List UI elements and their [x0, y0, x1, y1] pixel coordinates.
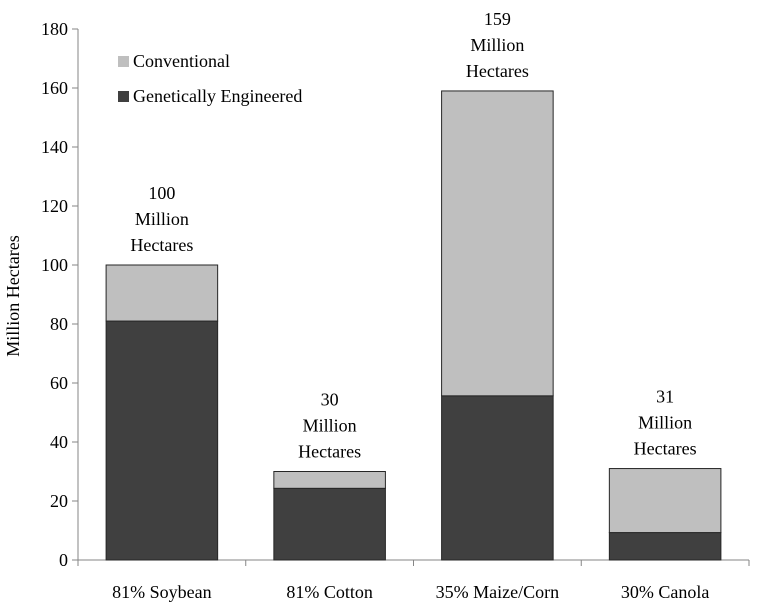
bar-segment-genetically-engineered [608, 532, 722, 561]
y-tick-label: 40 [50, 432, 68, 452]
bar-segment-conventional [441, 90, 554, 397]
bar-total-label: Hectares [298, 442, 361, 462]
bar-total-label: Million [638, 413, 692, 433]
y-tick-label: 140 [41, 137, 68, 157]
bar-segment-conventional [608, 468, 722, 534]
y-tick-label: 180 [41, 19, 68, 39]
legend-label: Conventional [133, 51, 230, 71]
x-category-label: 81% Cotton [286, 582, 373, 602]
bar-segment-genetically-engineered [105, 320, 219, 561]
bar-segment-genetically-engineered [273, 487, 386, 561]
bar-total-label: 100 [148, 183, 175, 203]
bar-total-label: 31 [656, 387, 674, 407]
y-axis-label: Million Hectares [3, 235, 23, 356]
bar-total-label: Hectares [130, 235, 193, 255]
bar-segment-conventional [273, 471, 386, 489]
x-category-label: 30% Canola [621, 582, 709, 602]
axes-layer: 0 20 40 60 80 100 120 140 160 180 [41, 19, 750, 570]
bar-total-label: 159 [484, 9, 511, 29]
legend-label: Genetically Engineered [133, 86, 302, 106]
x-category-label: 35% Maize/Corn [436, 582, 559, 602]
x-category-label: 81% Soybean [112, 582, 211, 602]
bar-total-label: Million [135, 209, 189, 229]
bar-segment-conventional [105, 264, 219, 322]
y-tick-label: 60 [50, 373, 68, 393]
bar-total-label: Hectares [466, 61, 529, 81]
bar-labels-layer: 81% Soybean 100 Million Hectares 81% Cotton 3… [112, 9, 709, 602]
bar-total-label: 30 [321, 390, 339, 410]
y-tick-label: 0 [59, 550, 68, 570]
bar-total-label: Million [303, 416, 357, 436]
y-tick-label: 80 [50, 314, 68, 334]
y-tick-label: 160 [41, 78, 68, 98]
legend-swatch [118, 56, 129, 67]
bar-total-label: Hectares [634, 439, 697, 459]
bars-layer [105, 90, 722, 561]
bar-segment-genetically-engineered [441, 395, 554, 561]
legend: Conventional Genetically Engineered [118, 51, 302, 106]
y-tick-label: 100 [41, 255, 68, 275]
bar-total-label: Million [470, 35, 524, 55]
y-tick-label: 20 [50, 491, 68, 511]
y-tick-label: 120 [41, 196, 68, 216]
legend-swatch [118, 91, 129, 102]
